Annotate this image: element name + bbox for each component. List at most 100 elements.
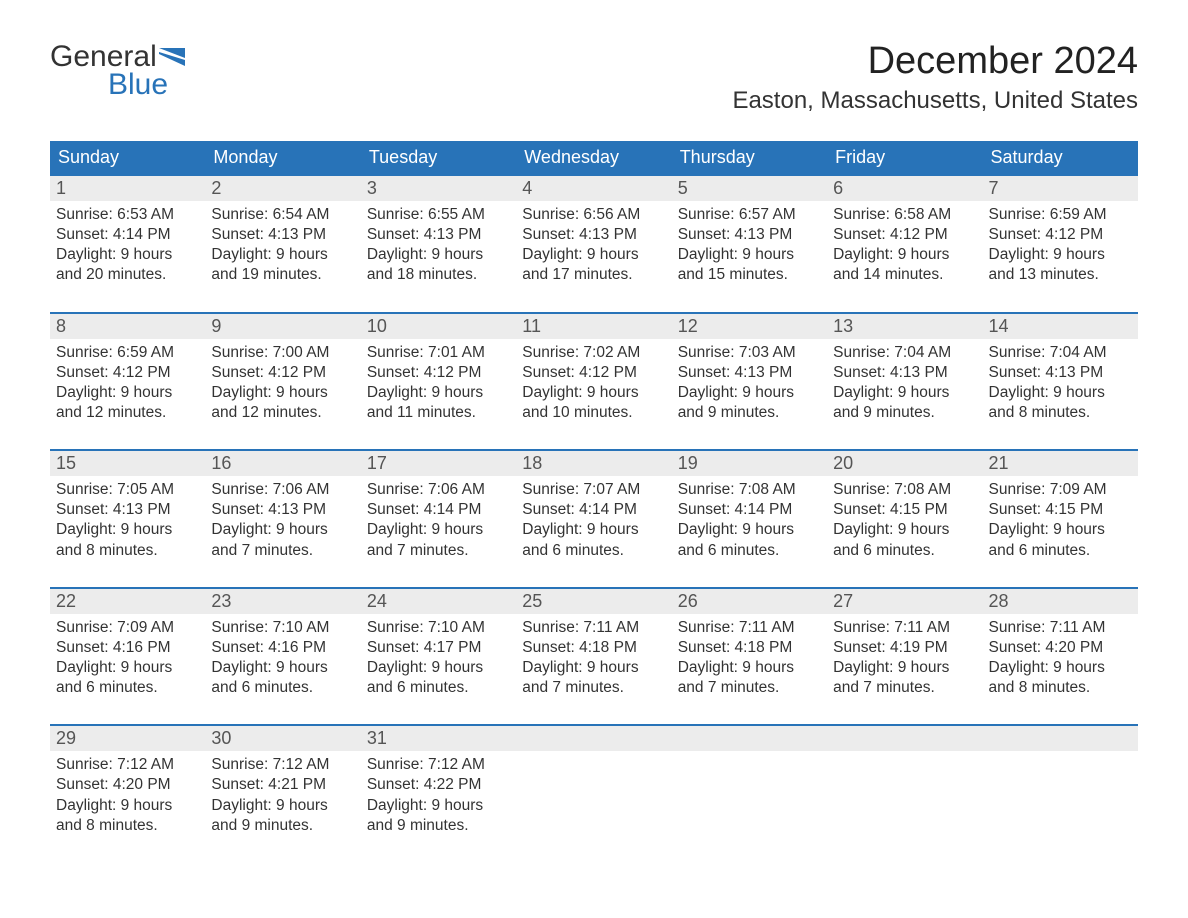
day-cell: 10Sunrise: 7:01 AMSunset: 4:12 PMDayligh… <box>361 314 516 430</box>
sunrise-line: Sunrise: 6:54 AM <box>211 205 354 225</box>
day-number-row: 30 <box>205 726 360 751</box>
day-number: 27 <box>833 591 853 611</box>
day-cell: 22Sunrise: 7:09 AMSunset: 4:16 PMDayligh… <box>50 589 205 705</box>
daylight-line-1: Daylight: 9 hours <box>833 658 976 678</box>
daylight-line-2: and 13 minutes. <box>989 265 1132 285</box>
daylight-line-1: Daylight: 9 hours <box>989 520 1132 540</box>
day-body: Sunrise: 7:01 AMSunset: 4:12 PMDaylight:… <box>361 339 516 430</box>
sunrise-line: Sunrise: 6:53 AM <box>56 205 199 225</box>
day-cell: 11Sunrise: 7:02 AMSunset: 4:12 PMDayligh… <box>516 314 671 430</box>
calendar: SundayMondayTuesdayWednesdayThursdayFrid… <box>50 141 1138 842</box>
day-body: Sunrise: 6:59 AMSunset: 4:12 PMDaylight:… <box>983 201 1138 292</box>
sunrise-line: Sunrise: 7:04 AM <box>833 343 976 363</box>
day-number-row: 29 <box>50 726 205 751</box>
sunset-line: Sunset: 4:20 PM <box>989 638 1132 658</box>
daylight-line-1: Daylight: 9 hours <box>833 383 976 403</box>
sunrise-line: Sunrise: 6:58 AM <box>833 205 976 225</box>
day-number: 7 <box>989 178 999 198</box>
daylight-line-1: Daylight: 9 hours <box>833 520 976 540</box>
day-body: Sunrise: 7:04 AMSunset: 4:13 PMDaylight:… <box>983 339 1138 430</box>
day-cell: 4Sunrise: 6:56 AMSunset: 4:13 PMDaylight… <box>516 176 671 292</box>
daylight-line-1: Daylight: 9 hours <box>56 520 199 540</box>
day-number-row: 14 <box>983 314 1138 339</box>
day-body: Sunrise: 7:11 AMSunset: 4:20 PMDaylight:… <box>983 614 1138 705</box>
sunrise-line: Sunrise: 7:06 AM <box>211 480 354 500</box>
daylight-line-2: and 7 minutes. <box>833 678 976 698</box>
day-number: 26 <box>678 591 698 611</box>
daylight-line-2: and 9 minutes. <box>678 403 821 423</box>
daylight-line-2: and 14 minutes. <box>833 265 976 285</box>
daylight-line-1: Daylight: 9 hours <box>211 245 354 265</box>
day-number-row: 11 <box>516 314 671 339</box>
daylight-line-1: Daylight: 9 hours <box>678 383 821 403</box>
sunset-line: Sunset: 4:18 PM <box>522 638 665 658</box>
day-number: 29 <box>56 728 76 748</box>
daylight-line-1: Daylight: 9 hours <box>367 658 510 678</box>
day-body: Sunrise: 7:12 AMSunset: 4:21 PMDaylight:… <box>205 751 360 842</box>
sunset-line: Sunset: 4:12 PM <box>833 225 976 245</box>
day-number: 28 <box>989 591 1009 611</box>
day-number: 15 <box>56 453 76 473</box>
sunrise-line: Sunrise: 7:09 AM <box>989 480 1132 500</box>
day-cell: 29 Sunrise: 7:12 AMSunset: 4:20 PMDayligh… <box>50 726 205 842</box>
day-number: 25 <box>522 591 542 611</box>
sunrise-line: Sunrise: 7:12 AM <box>211 755 354 775</box>
daylight-line-1: Daylight: 9 hours <box>56 796 199 816</box>
daylight-line-2: and 19 minutes. <box>211 265 354 285</box>
sunset-line: Sunset: 4:21 PM <box>211 775 354 795</box>
sunset-line: Sunset: 4:13 PM <box>833 363 976 383</box>
sunset-line: Sunset: 4:12 PM <box>989 225 1132 245</box>
day-number-row: 5 <box>672 176 827 201</box>
daylight-line-1: Daylight: 9 hours <box>56 383 199 403</box>
daylight-line-2: and 8 minutes. <box>989 678 1132 698</box>
daylight-line-1: Daylight: 9 hours <box>211 658 354 678</box>
weeks-container: 1Sunrise: 6:53 AMSunset: 4:14 PMDaylight… <box>50 174 1138 842</box>
day-number-row: 23 <box>205 589 360 614</box>
day-cell: 9Sunrise: 7:00 AMSunset: 4:12 PMDaylight… <box>205 314 360 430</box>
daylight-line-2: and 6 minutes. <box>678 541 821 561</box>
day-number: 14 <box>989 316 1009 336</box>
sunrise-line: Sunrise: 7:10 AM <box>211 618 354 638</box>
weekday-cell: Saturday <box>983 141 1138 174</box>
day-cell: . <box>983 726 1138 842</box>
daylight-line-2: and 17 minutes. <box>522 265 665 285</box>
day-body: Sunrise: 7:12 AMSunset: 4:20 PMDaylight:… <box>50 751 205 842</box>
day-body: Sunrise: 7:09 AMSunset: 4:16 PMDaylight:… <box>50 614 205 705</box>
daylight-line-1: Daylight: 9 hours <box>367 796 510 816</box>
daylight-line-2: and 7 minutes. <box>678 678 821 698</box>
sunset-line: Sunset: 4:13 PM <box>678 363 821 383</box>
week-row: 29 Sunrise: 7:12 AMSunset: 4:20 PMDayligh… <box>50 724 1138 842</box>
sunset-line: Sunset: 4:16 PM <box>211 638 354 658</box>
week-row: 22Sunrise: 7:09 AMSunset: 4:16 PMDayligh… <box>50 587 1138 705</box>
day-number-row: 17 <box>361 451 516 476</box>
sunset-line: Sunset: 4:19 PM <box>833 638 976 658</box>
day-cell: 13Sunrise: 7:04 AMSunset: 4:13 PMDayligh… <box>827 314 982 430</box>
day-body: Sunrise: 7:00 AMSunset: 4:12 PMDaylight:… <box>205 339 360 430</box>
daylight-line-2: and 6 minutes. <box>211 678 354 698</box>
sunrise-line: Sunrise: 7:08 AM <box>678 480 821 500</box>
day-cell: 6Sunrise: 6:58 AMSunset: 4:12 PMDaylight… <box>827 176 982 292</box>
daylight-line-1: Daylight: 9 hours <box>678 245 821 265</box>
sunrise-line: Sunrise: 7:11 AM <box>833 618 976 638</box>
daylight-line-1: Daylight: 9 hours <box>833 245 976 265</box>
daylight-line-1: Daylight: 9 hours <box>211 383 354 403</box>
sunset-line: Sunset: 4:12 PM <box>367 363 510 383</box>
daylight-line-1: Daylight: 9 hours <box>367 245 510 265</box>
day-cell: 7 Sunrise: 6:59 AMSunset: 4:12 PMDaylight… <box>983 176 1138 292</box>
day-number-row: 24 <box>361 589 516 614</box>
day-body: Sunrise: 6:58 AMSunset: 4:12 PMDaylight:… <box>827 201 982 292</box>
daylight-line-2: and 6 minutes. <box>833 541 976 561</box>
daylight-line-2: and 9 minutes. <box>833 403 976 423</box>
sunset-line: Sunset: 4:15 PM <box>833 500 976 520</box>
daylight-line-1: Daylight: 9 hours <box>989 245 1132 265</box>
day-number: 19 <box>678 453 698 473</box>
daylight-line-1: Daylight: 9 hours <box>522 245 665 265</box>
sunrise-line: Sunrise: 6:56 AM <box>522 205 665 225</box>
day-number-row: . <box>827 726 982 751</box>
day-number: 4 <box>522 178 532 198</box>
sunrise-line: Sunrise: 7:04 AM <box>989 343 1132 363</box>
sunrise-line: Sunrise: 7:11 AM <box>522 618 665 638</box>
daylight-line-2: and 12 minutes. <box>56 403 199 423</box>
day-cell: 14 Sunrise: 7:04 AMSunset: 4:13 PMDayligh… <box>983 314 1138 430</box>
sunrise-line: Sunrise: 6:59 AM <box>56 343 199 363</box>
